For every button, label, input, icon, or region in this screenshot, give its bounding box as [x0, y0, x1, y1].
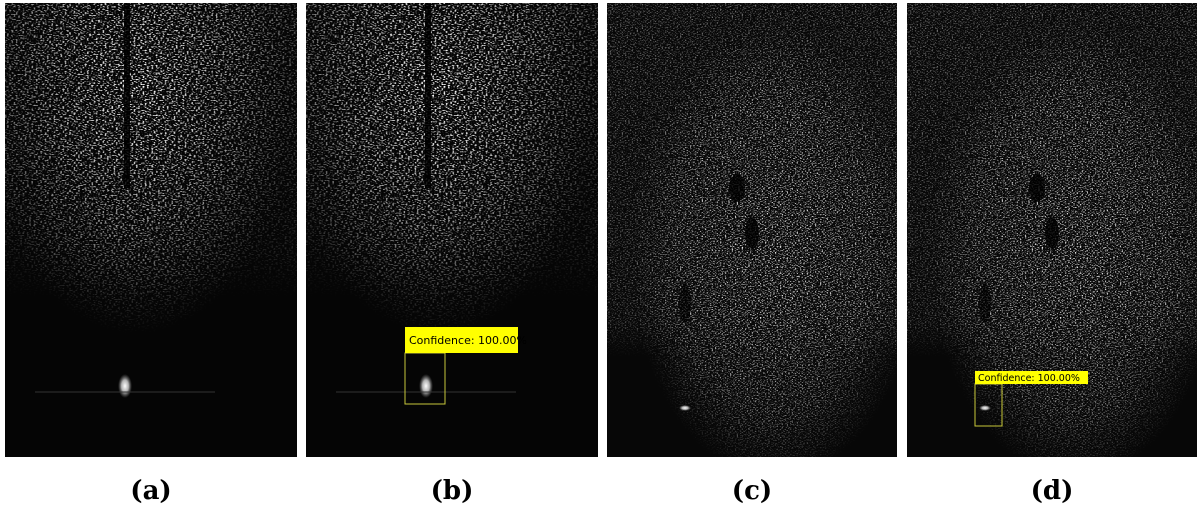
detection-label: Confidence: 100.00%: [409, 334, 527, 347]
caption: (d): [1031, 476, 1074, 506]
caption: (b): [431, 476, 474, 506]
sonar-image: [607, 3, 897, 457]
figure: Confidence: 100.00% Confidence: 100.00% …: [0, 0, 1198, 510]
caption: (a): [130, 476, 171, 506]
sonar-image: [5, 3, 297, 457]
sonar-image: Confidence: 100.00%: [306, 3, 598, 457]
detection-label: Confidence: 100.00%: [978, 373, 1080, 384]
caption: (c): [732, 476, 772, 506]
sonar-image: Confidence: 100.00%: [907, 3, 1197, 457]
page: Confidence: 100.00% Confidence: 100.00% …: [0, 0, 1198, 510]
